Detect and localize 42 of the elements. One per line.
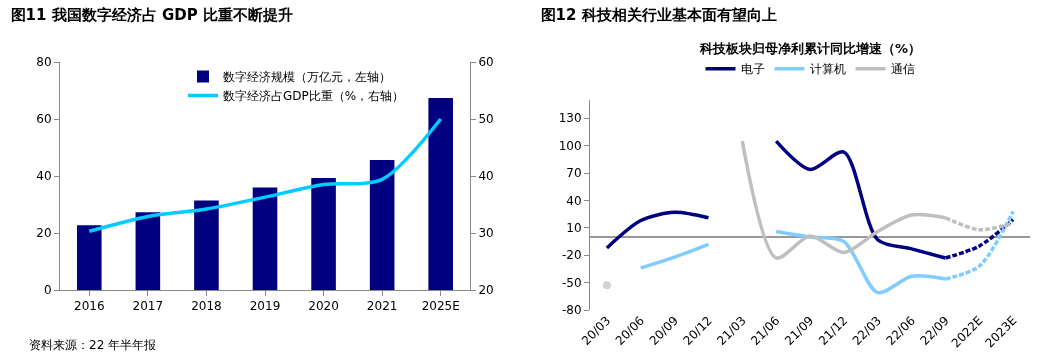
- legend-label: 电子: [740, 62, 765, 77]
- y-tick-label: 70: [566, 166, 582, 181]
- legend-label: 计算机: [809, 62, 846, 77]
- y2-tick-label: 30: [478, 226, 494, 241]
- y-tick-label: 40: [36, 169, 52, 184]
- x-tick-label: 2016: [74, 299, 105, 314]
- bar: [428, 97, 454, 290]
- chart-title: 图11 我国数字经济占 GDP 比重不断提升: [10, 5, 293, 24]
- x-tick-label: 2025E: [421, 299, 460, 314]
- y-tick-label: 0: [43, 283, 52, 298]
- legend-label: 通信: [890, 62, 915, 77]
- x-tick-label: 2017: [132, 299, 164, 314]
- y2-tick-label: 40: [478, 169, 494, 184]
- bar: [369, 160, 395, 290]
- y-tick-label: 40: [566, 193, 582, 208]
- chart-title: 图12 科技相关行业基本面有望向上: [540, 5, 777, 24]
- x-tick-label: 2019: [249, 299, 281, 314]
- bar: [252, 187, 278, 290]
- line-series: [87, 117, 443, 234]
- y2-tick-label: 50: [478, 112, 494, 127]
- text: 资料来源：22 年半年报: [29, 338, 157, 352]
- legend-label: 数字经济占GDP比重（%，右轴）: [223, 89, 405, 104]
- y-tick-label: -50: [561, 275, 582, 290]
- y2-tick-label: 20: [478, 283, 494, 298]
- bar: [194, 200, 219, 290]
- y2-tick-label: 60: [478, 55, 494, 70]
- y-tick-label: -20: [561, 248, 582, 263]
- x-tick-label: 2020: [308, 299, 339, 314]
- chart-subtitle: 科技板块归母净利累计同比增速（%）: [699, 41, 922, 56]
- legend-label: 数字经济规模（万亿元，左轴）: [223, 70, 391, 85]
- bar: [76, 225, 102, 290]
- y-tick-label: 100: [558, 138, 582, 153]
- x-tick-label: 2021: [366, 299, 398, 314]
- x-tick-label: 2018: [191, 299, 222, 314]
- y-tick-label: 80: [36, 55, 52, 70]
- bar: [135, 212, 161, 290]
- y-tick-label: 20: [36, 226, 52, 241]
- y-tick-label: -80: [561, 303, 582, 318]
- bar: [311, 178, 336, 290]
- y-tick-label: 60: [36, 112, 52, 127]
- y-tick-label: 10: [566, 221, 582, 236]
- y-tick-label: 130: [558, 111, 582, 126]
